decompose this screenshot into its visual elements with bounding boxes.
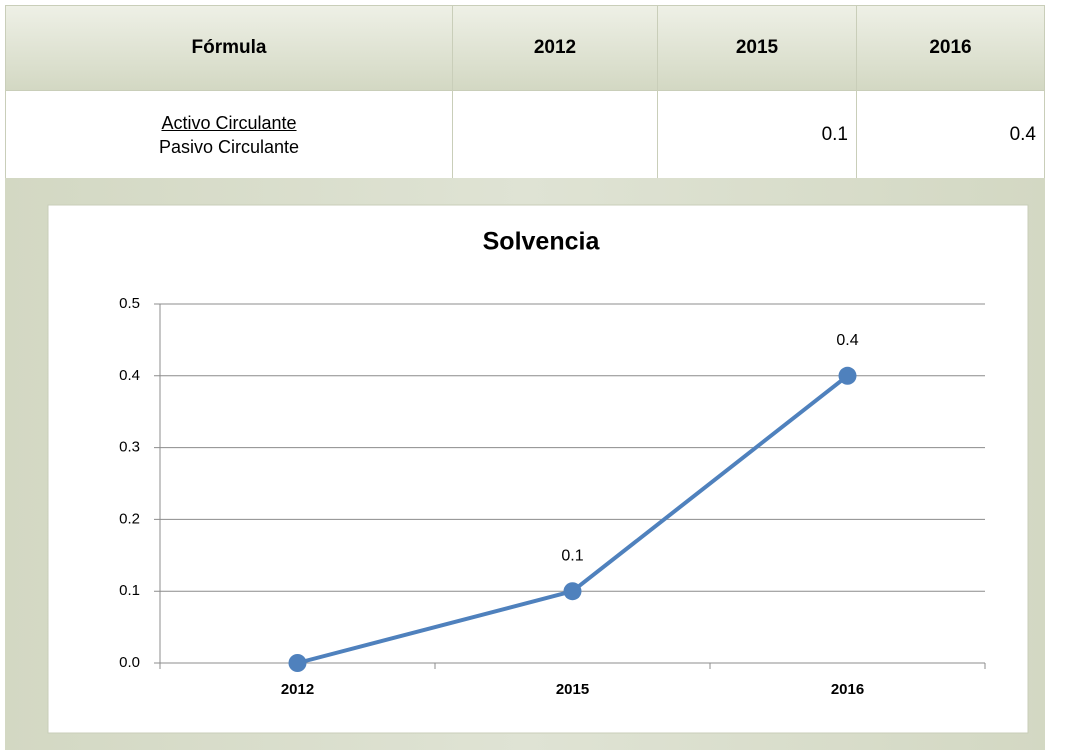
marker xyxy=(563,582,582,601)
y-tick-label: 0.3 xyxy=(119,439,140,456)
header-cell: 2015 xyxy=(657,5,857,91)
data-label: 0.1 xyxy=(561,547,583,564)
numerator: Activo Circulante xyxy=(161,112,297,133)
y-tick-label: 0.5 xyxy=(119,295,140,312)
x-tick-label: 2012 xyxy=(281,681,314,698)
y-tick-label: 0.0 xyxy=(119,654,140,671)
chart-title: Solvencia xyxy=(483,228,601,256)
x-tick-label: 2015 xyxy=(556,681,589,698)
marker xyxy=(288,654,307,672)
y-tick-label: 0.4 xyxy=(119,367,140,384)
chart-box xyxy=(47,204,1029,734)
y-tick-label: 0.1 xyxy=(119,582,140,599)
y-tick-label: 0.2 xyxy=(119,510,140,527)
denominator: Pasivo Circulante xyxy=(158,136,300,157)
header-cell: 2012 xyxy=(452,5,658,91)
header-cell: Fórmula xyxy=(5,5,453,91)
x-tick-label: 2016 xyxy=(831,681,864,698)
data-label: 0.4 xyxy=(836,332,858,349)
marker xyxy=(838,366,857,385)
